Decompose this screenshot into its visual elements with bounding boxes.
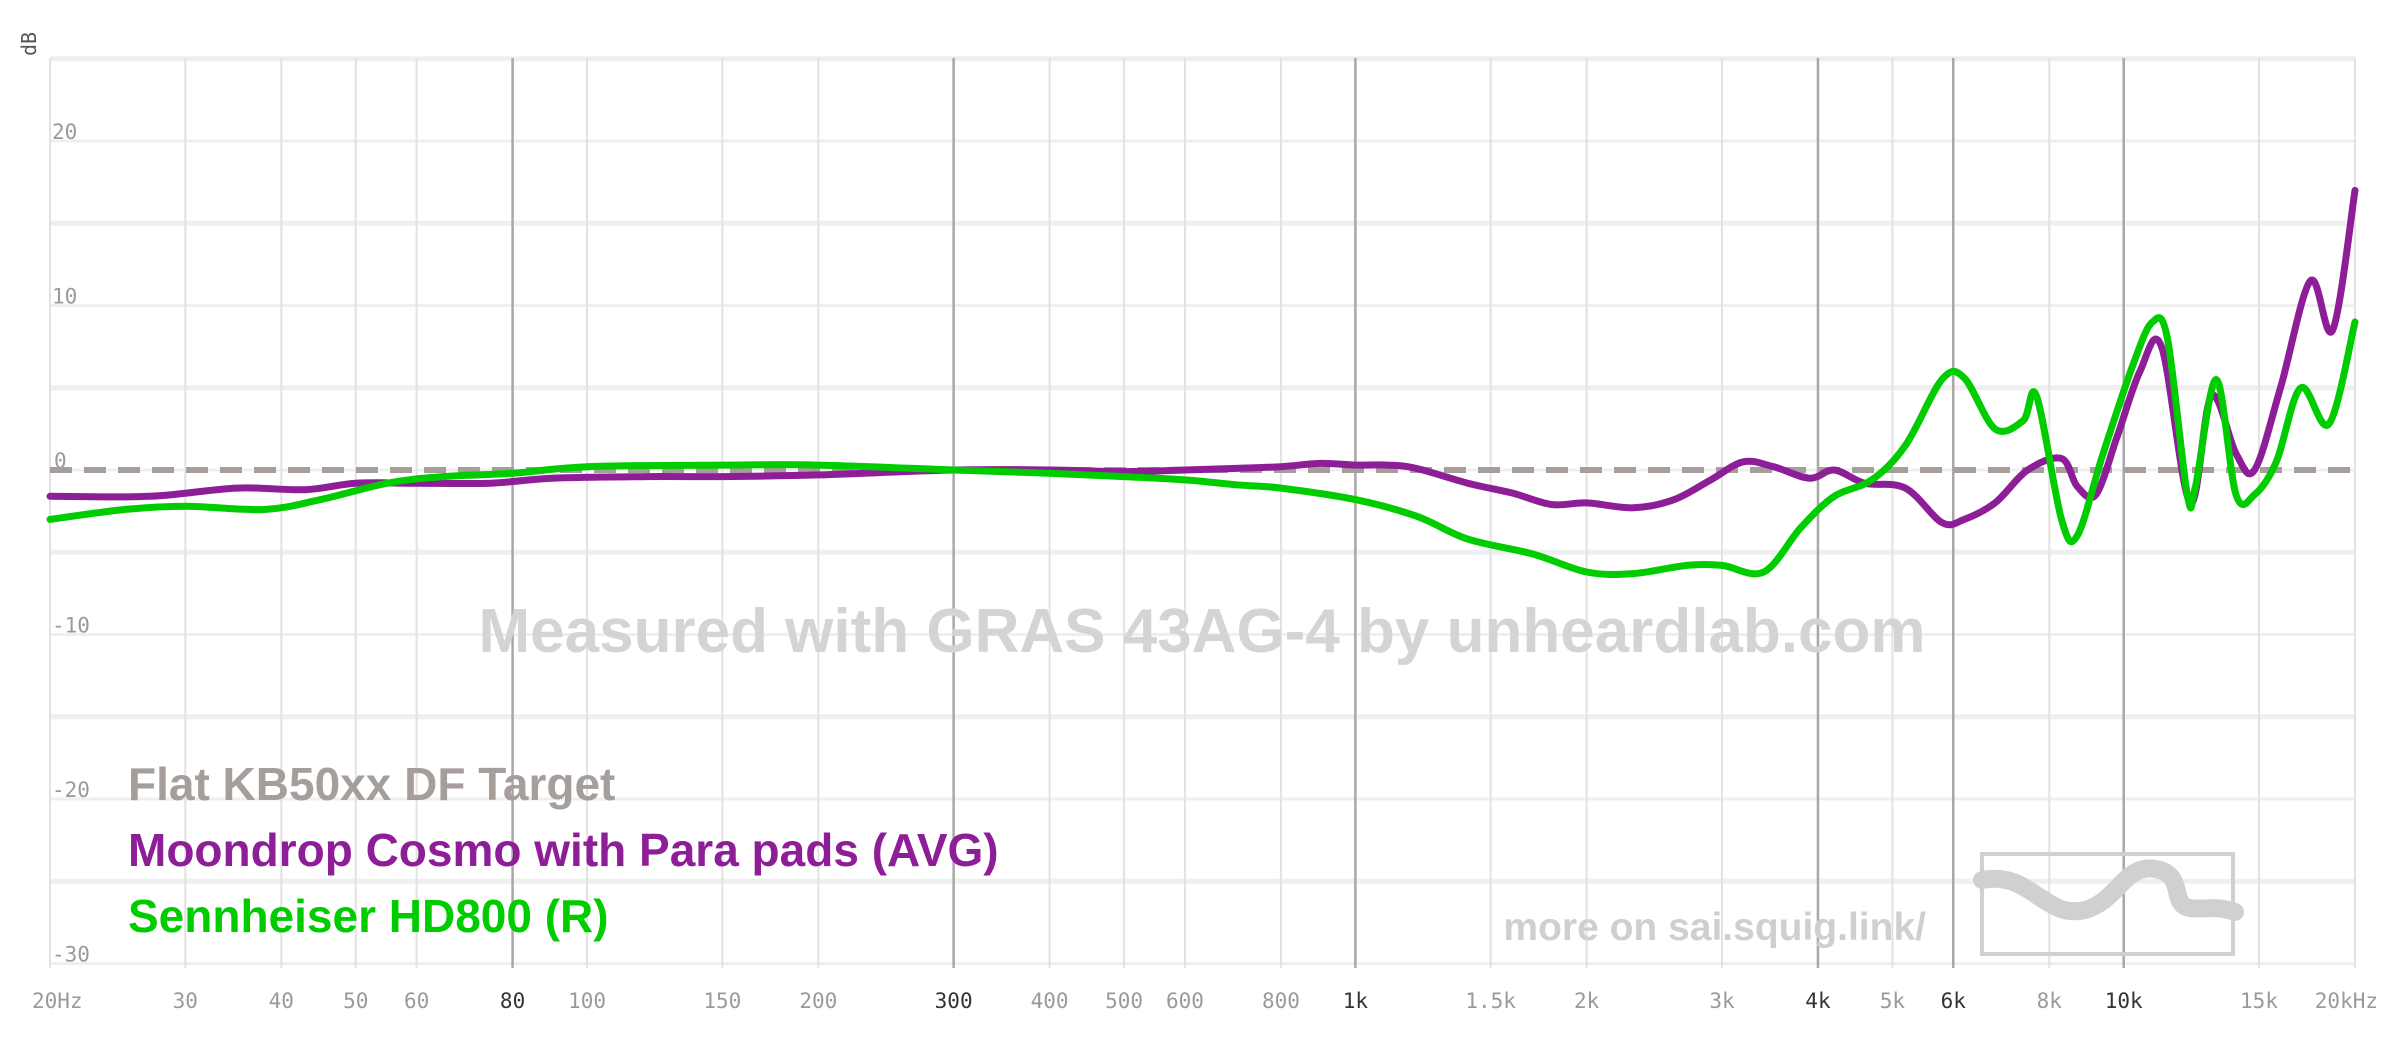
y-axis-unit: dB [17, 32, 41, 56]
x-tick-label: 1.5k [1465, 989, 1516, 1013]
x-tick-label: 1k [1343, 989, 1369, 1013]
x-tick-label: 4k [1805, 989, 1831, 1013]
x-tick-label: 6k [1941, 989, 1967, 1013]
legend-entry[interactable]: Flat KB50xx DF Target [128, 758, 615, 810]
x-tick-label: 80 [500, 989, 525, 1013]
x-tick-label: 300 [935, 989, 973, 1013]
logo-squiggle [1973, 859, 2244, 921]
x-tick-label: 500 [1105, 989, 1143, 1013]
x-tick-label: 30 [173, 989, 198, 1013]
x-tick-label: 8k [2037, 989, 2063, 1013]
x-tick-label: 100 [568, 989, 606, 1013]
series-line-moondrop-cosmo-with-para-pads-avg [46, 186, 2359, 529]
x-tick-label: 400 [1031, 989, 1069, 1013]
legend: Flat KB50xx DF Target Moondrop Cosmo with… [128, 758, 999, 942]
x-tick-label: 5k [1880, 989, 1906, 1013]
x-tick-label: 2k [1574, 989, 1600, 1013]
x-tick-label: 3k [1709, 989, 1735, 1013]
y-tick-label: -10 [52, 614, 90, 638]
footer-link-text[interactable]: more on sai.squig.link/ [1503, 906, 1926, 949]
legend-entry[interactable]: Sennheiser HD800 (R) [128, 890, 609, 942]
x-tick-label: 15k [2240, 989, 2278, 1013]
x-tick-label: 200 [799, 989, 837, 1013]
x-tick-label: 50 [343, 989, 368, 1013]
x-tick-label: 60 [404, 989, 429, 1013]
x-tick-label: 800 [1262, 989, 1300, 1013]
watermark-text: Measured with GRAS 43AG-4 by unheardlab.… [479, 597, 1926, 666]
y-tick-label: -30 [52, 943, 90, 967]
y-tick-label: -20 [52, 778, 90, 802]
series-line-sennheiser-hd800-r [46, 314, 2359, 578]
x-axis-tick-labels: 20Hz 30 40 50 60 80 100 150 200 300 400 500 600 800 1k… [32, 989, 2378, 1013]
squiglink-logo [1973, 852, 2244, 956]
x-tick-label: 150 [703, 989, 741, 1013]
x-tick-label: 600 [1166, 989, 1204, 1013]
x-tick-label: 20Hz [32, 989, 83, 1013]
y-tick-label: 10 [52, 285, 77, 309]
x-tick-label: 40 [269, 989, 294, 1013]
x-tick-label: 10k [2105, 989, 2143, 1013]
y-tick-label: 20 [52, 120, 77, 144]
x-tick-label: 20kHz [2315, 989, 2378, 1013]
legend-entry[interactable]: Moondrop Cosmo with Para pads (AVG) [128, 824, 999, 876]
series-lines [46, 186, 2359, 578]
